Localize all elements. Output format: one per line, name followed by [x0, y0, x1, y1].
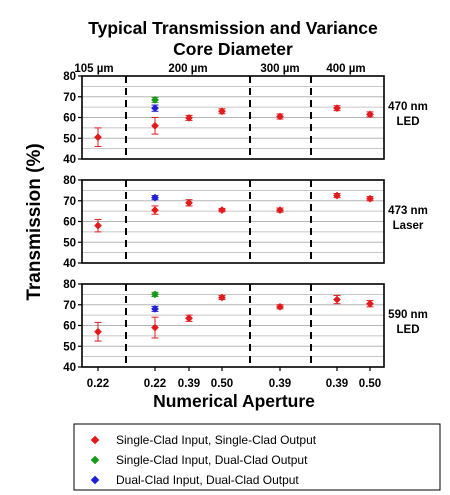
data-point: [218, 293, 226, 302]
data-point: [151, 121, 159, 130]
y-tick-label: 50: [63, 237, 76, 249]
y-tick-label: 70: [63, 196, 76, 208]
data-point: [151, 290, 159, 299]
data-point: [218, 206, 226, 215]
data-point: [333, 295, 341, 304]
data-point: [151, 323, 159, 332]
y-tick-label: 60: [63, 321, 76, 333]
y-tick-label: 50: [63, 133, 76, 145]
data-point: [185, 113, 193, 122]
chart-panels: 40 50 60 70 80 470 nm LED 40 50 60 70 80 473 nm Laser…: [63, 71, 428, 374]
x-tick-label: 0.39: [326, 378, 348, 390]
panel: 40 50 60 70 80 470 nm LED: [63, 71, 428, 166]
data-point: [276, 112, 284, 121]
wavelength-label: LED: [397, 116, 420, 128]
data-point: [366, 110, 374, 119]
y-tick-label: 50: [63, 341, 76, 353]
x-tick-label: 0.22: [144, 378, 166, 390]
x-tick-label: 0.39: [269, 378, 291, 390]
data-point: [185, 314, 193, 323]
core-diameter-label: 105 µm: [74, 63, 113, 75]
data-point: [151, 95, 159, 104]
legend-items: Single-Clad Input, Single-Clad Output Sin…: [90, 433, 317, 487]
panel: 40 50 60 70 80 590 nm LED: [63, 279, 428, 374]
legend-box: [73, 423, 441, 491]
core-diameter-label: 200 µm: [168, 63, 207, 75]
data-point: [94, 327, 102, 336]
chart-title-line-2: Core Diameter: [173, 39, 293, 59]
y-tick-label: 80: [63, 279, 76, 291]
legend-label: Dual-Clad Input, Dual-Clad Output: [116, 473, 299, 487]
wavelength-label: LED: [397, 324, 420, 336]
y-tick-label: 40: [63, 258, 76, 270]
core-diameter-label: 300 µm: [260, 63, 299, 75]
core-diameter-label: 400 µm: [326, 63, 365, 75]
x-tick-label: 0.50: [211, 378, 233, 390]
legend: Single-Clad Input, Single-Clad Output Sin…: [73, 423, 441, 491]
x-tick-label: 0.39: [178, 378, 200, 390]
data-point: [151, 104, 159, 113]
data-point: [333, 191, 341, 200]
data-point: [218, 107, 226, 116]
data-point: [151, 206, 159, 215]
y-tick-label: 70: [63, 92, 76, 104]
data-point: [333, 104, 341, 113]
legend-marker: [90, 435, 100, 445]
legend-label: Single-Clad Input, Dual-Clad Output: [116, 453, 308, 467]
data-point: [185, 198, 193, 207]
data-point: [94, 221, 102, 230]
y-tick-label: 80: [63, 175, 76, 187]
wavelength-label: 590 nm: [388, 309, 428, 321]
y-tick-label: 40: [63, 154, 76, 166]
x-tick-label: 0.50: [359, 378, 381, 390]
chart-title-line-1: Typical Transmission and Variance: [88, 18, 378, 38]
y-tick-label: 80: [63, 71, 76, 83]
data-point: [151, 304, 159, 313]
legend-label: Single-Clad Input, Single-Clad Output: [116, 433, 317, 447]
data-point: [366, 194, 374, 203]
y-tick-label: 60: [63, 113, 76, 125]
y-tick-label: 60: [63, 217, 76, 229]
panel: 40 50 60 70 80 473 nm Laser: [63, 175, 428, 270]
x-axis-label: Numerical Aperture: [153, 391, 315, 411]
wavelength-label: Laser: [393, 220, 424, 232]
data-point: [94, 133, 102, 142]
data-point: [276, 302, 284, 311]
data-point: [366, 299, 374, 308]
legend-marker: [90, 455, 100, 465]
y-axis-label: Transmission (%): [24, 143, 45, 300]
data-point: [151, 193, 159, 202]
wavelength-label: 473 nm: [388, 205, 428, 217]
y-tick-label: 40: [63, 362, 76, 374]
x-tick-label: 0.22: [87, 378, 109, 390]
legend-marker: [90, 475, 100, 485]
data-point: [276, 206, 284, 215]
wavelength-label: 470 nm: [388, 101, 428, 113]
x-tick-labels: 0.22 0.22 0.39 0.50 0.39 0.39 0.50: [87, 367, 381, 390]
y-tick-label: 70: [63, 300, 76, 312]
